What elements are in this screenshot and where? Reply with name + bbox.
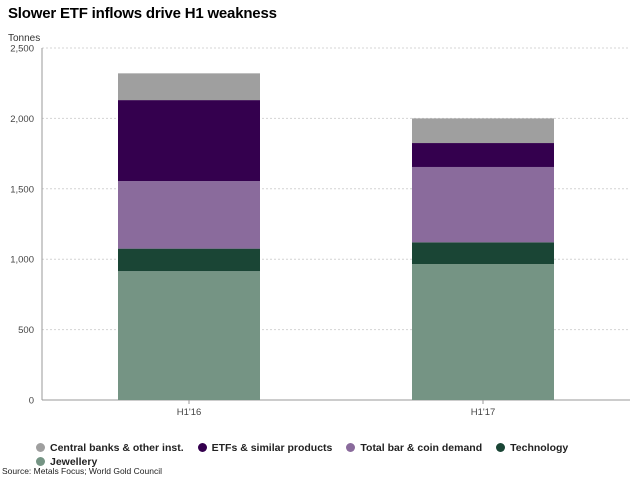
bar-segment [118, 248, 260, 272]
y-tick-label: 1,500 [10, 184, 34, 195]
y-tick-label: 500 [18, 325, 34, 336]
legend-item: ETFs & similar products [197, 441, 333, 454]
legend-label: Total bar & coin demand [360, 441, 483, 454]
stacked-bar-chart: 0 500 1,000 1,500 2,000 2,500 H1'16 H1'17 [10, 44, 630, 418]
bar-segment [118, 100, 260, 182]
y-tick-label: 1,000 [10, 255, 34, 266]
legend-item: Technology [496, 442, 568, 454]
bar-segment [412, 264, 554, 400]
legend-swatch [496, 443, 506, 452]
y-axis-unit-label: Tonnes [8, 33, 41, 44]
legend-label: Technology [510, 441, 569, 454]
legend-swatch [197, 443, 207, 452]
legend-item: Total bar & coin demand [346, 442, 482, 454]
legend-item: Central banks & other inst. [36, 442, 184, 454]
legend-item: Jewellery [36, 456, 97, 468]
x-tick-label: H1'16 [177, 407, 202, 418]
source-note: Source: Metals Focus; World Gold Council [2, 466, 162, 476]
bar-segment [118, 271, 260, 400]
bar-segment [412, 242, 554, 265]
chart-legend: Central banks & other inst. ETFs & simila… [36, 441, 626, 469]
bar-segment [118, 181, 260, 249]
legend-swatch [346, 443, 356, 452]
legend-swatch [36, 443, 45, 452]
x-tick-label: H1'17 [471, 407, 496, 418]
legend-label: Central banks & other inst. [50, 441, 184, 454]
y-tick-label: 2,500 [10, 44, 34, 55]
legend-label: ETFs & similar products [211, 441, 333, 454]
bar-segment [412, 166, 554, 243]
bar-segment [118, 73, 260, 101]
legend-row: Central banks & other inst. ETFs & simila… [36, 441, 626, 454]
bar-segment [412, 143, 554, 167]
bar-segment [412, 118, 554, 144]
y-tick-label: 2,000 [10, 114, 34, 125]
legend-swatch [36, 457, 45, 466]
y-tick-label: 0 [29, 396, 34, 407]
chart-title: Slower ETF inflows drive H1 weakness [8, 5, 277, 22]
legend-label: Jewellery [50, 455, 98, 468]
legend-row: Jewellery [36, 455, 626, 468]
